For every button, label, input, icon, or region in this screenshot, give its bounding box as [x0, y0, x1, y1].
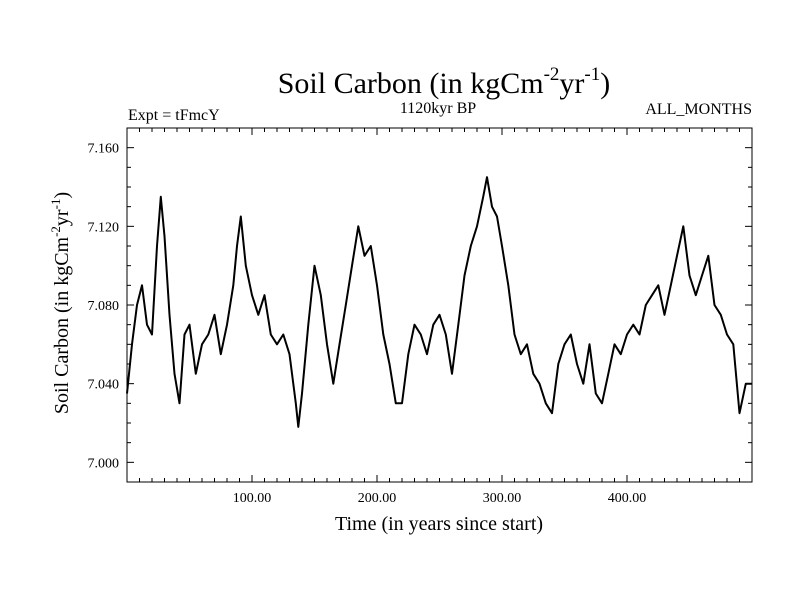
- subtitle: 1120kyr BP: [400, 100, 476, 117]
- y-tick-label: 7.120: [88, 220, 120, 235]
- experiment-label: Expt = tFmcY: [128, 107, 220, 124]
- y-tick-label: 7.040: [88, 378, 120, 393]
- x-tick-label: 200.00: [358, 491, 397, 506]
- y-tick-label: 7.080: [88, 299, 120, 314]
- x-axis-label: Time (in years since start): [335, 513, 543, 535]
- chart-title: Soil Carbon (in kgCm-2yr-1): [278, 64, 611, 100]
- axis-ticks: 100.00 200.00 300.00 400.00 7.000 7.040 7.080 7…: [88, 128, 752, 506]
- y-axis-label: Soil Carbon (in kgCm-2yr-1): [48, 192, 73, 414]
- x-tick-label: 300.00: [483, 491, 522, 506]
- x-tick-label: 100.00: [233, 491, 272, 506]
- month-label: ALL_MONTHS: [645, 101, 752, 118]
- plot-frame: [126, 127, 753, 483]
- series-line-soil-carbon: [126, 176, 752, 428]
- y-tick-label: 7.160: [88, 142, 120, 157]
- x-tick-label: 400.00: [608, 491, 647, 506]
- y-tick-label: 7.000: [88, 456, 120, 471]
